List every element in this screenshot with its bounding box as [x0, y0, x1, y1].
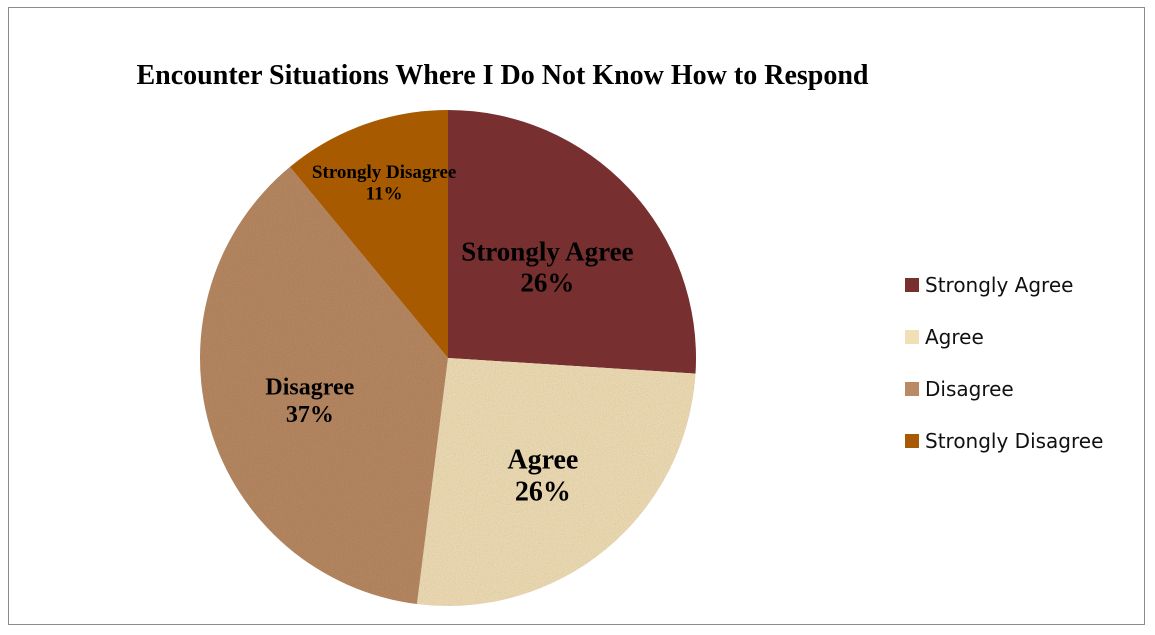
legend-item-agree: Agree [905, 318, 1103, 356]
legend-label: Agree [925, 325, 984, 349]
legend-swatch-disagree [905, 382, 919, 396]
legend: Strongly Agree Agree Disagree Strongly D… [905, 266, 1103, 474]
legend-label: Strongly Disagree [925, 429, 1104, 453]
pie-slice-strongly-disagree [289, 110, 448, 358]
legend-item-strongly-disagree: Strongly Disagree [905, 422, 1103, 460]
data-label-disagree: Disagree 37% [265, 375, 354, 429]
pie-slice-strongly-agree [448, 110, 696, 374]
legend-label: Strongly Agree [925, 273, 1074, 297]
data-label-strongly-agree: Strongly Agree 26% [461, 237, 633, 298]
data-label-strongly-disagree: Strongly Disagree 11% [312, 162, 456, 205]
pie-slice-disagree [200, 166, 448, 605]
chart-title: Encounter Situations Where I Do Not Know… [136, 60, 869, 91]
legend-label: Disagree [925, 377, 1014, 401]
legend-item-strongly-agree: Strongly Agree [905, 266, 1103, 304]
data-label-agree: Agree 26% [507, 444, 578, 507]
legend-swatch-strongly-disagree [905, 434, 919, 448]
legend-swatch-strongly-agree [905, 278, 919, 292]
pie-slice-agree [416, 358, 696, 606]
legend-swatch-agree [905, 330, 919, 344]
legend-item-disagree: Disagree [905, 370, 1103, 408]
